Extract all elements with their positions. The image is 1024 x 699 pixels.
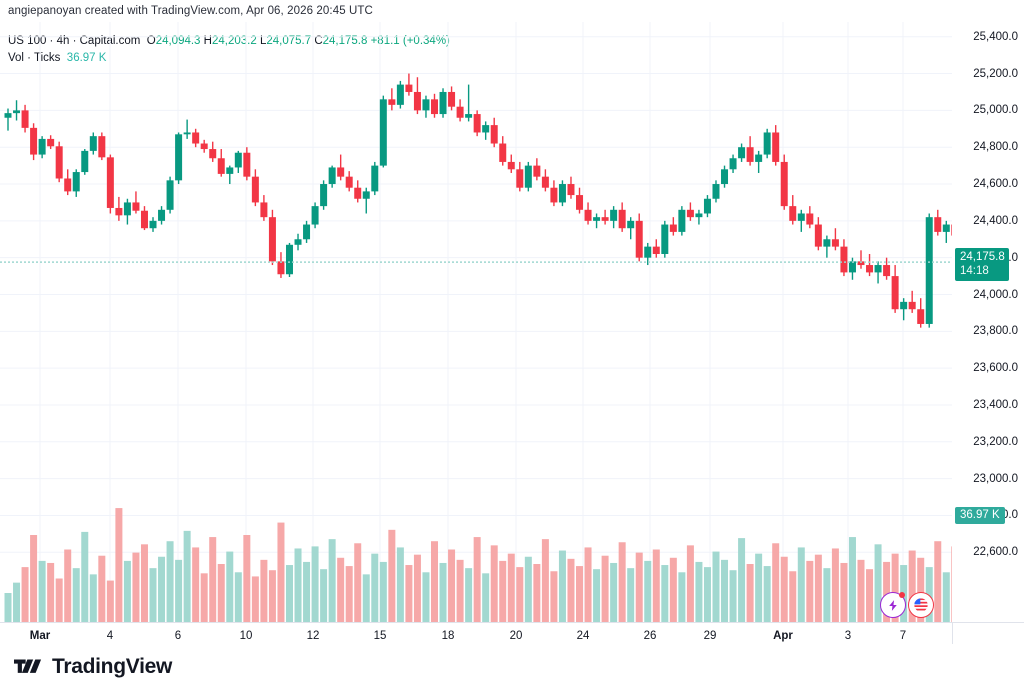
time-tick-label: 6 bbox=[174, 630, 182, 642]
legend-volume-label[interactable]: Vol · Ticks bbox=[8, 52, 61, 64]
volume-value-badge: 36.97 K bbox=[955, 507, 1005, 525]
legend-sep-1: · bbox=[46, 35, 57, 47]
price-tick-label: 23,400.0 bbox=[973, 398, 1018, 411]
legend-close-key: C bbox=[314, 35, 323, 47]
price-tick-label: 24,800.0 bbox=[973, 141, 1018, 154]
us-flag-icon[interactable] bbox=[908, 592, 934, 618]
legend-low-key: L bbox=[259, 35, 267, 47]
price-axis[interactable]: 25,400.0 25,200.0 25,000.0 24,800.0 24,600.0… bbox=[952, 22, 1024, 622]
tradingview-wordmark: TradingView bbox=[52, 655, 173, 678]
time-axis[interactable]: Mar 4 6 10 12 15 18 20 24 26 29 Apr 3 7 bbox=[0, 623, 952, 651]
time-tick-label: 3 bbox=[844, 630, 852, 642]
time-tick-label: 10 bbox=[239, 630, 253, 642]
price-tick-label: 24,000.0 bbox=[973, 288, 1018, 301]
time-tick-label: 24 bbox=[576, 630, 590, 642]
time-tick-label: 20 bbox=[509, 630, 523, 642]
time-tick-label: Mar bbox=[29, 630, 51, 642]
grid-lines bbox=[0, 22, 952, 622]
time-tick-label: Apr bbox=[773, 630, 793, 642]
time-tick-label: 26 bbox=[643, 630, 657, 642]
attribution-text: angiepanoyan created with TradingView.co… bbox=[8, 5, 373, 17]
price-tick-label: 22,600.0 bbox=[973, 546, 1018, 559]
legend-low-value: 24,075.7 bbox=[266, 35, 312, 47]
last-price-value: 24,175.8 bbox=[960, 251, 1005, 264]
legend-open-key: O bbox=[146, 35, 156, 47]
time-tick-label: 18 bbox=[441, 630, 455, 642]
price-tick-label: 25,000.0 bbox=[973, 104, 1018, 117]
legend-high-key: H bbox=[203, 35, 212, 47]
chart-plot-area[interactable] bbox=[0, 22, 952, 622]
legend-interval[interactable]: 4h bbox=[56, 35, 70, 47]
legend-symbol[interactable]: US 100 bbox=[8, 35, 47, 47]
time-tick-label: 4 bbox=[106, 630, 114, 642]
price-tick-label: 23,800.0 bbox=[973, 325, 1018, 338]
legend-sep-2: · bbox=[69, 35, 80, 47]
price-tick-label: 24,400.0 bbox=[973, 214, 1018, 227]
legend-close-value: 24,175.8 bbox=[322, 35, 368, 47]
time-tick-label: 29 bbox=[703, 630, 717, 642]
time-axis-divider bbox=[0, 622, 1024, 623]
legend-volume-value: 36.97 K bbox=[66, 52, 107, 64]
price-tick-label: 25,400.0 bbox=[973, 30, 1018, 43]
candlesticks bbox=[4, 73, 952, 328]
lightning-bolt-icon[interactable] bbox=[880, 592, 906, 618]
price-tick-label: 23,200.0 bbox=[973, 435, 1018, 448]
time-tick-label: 15 bbox=[373, 630, 387, 642]
legend-volume-row: Vol · Ticks 36.97 K bbox=[8, 50, 450, 67]
last-price-time: 14:18 bbox=[960, 265, 989, 278]
time-tick-label: 12 bbox=[306, 630, 320, 642]
price-tick-label: 25,200.0 bbox=[973, 67, 1018, 80]
price-tick-label: 23,000.0 bbox=[973, 472, 1018, 485]
legend-change: +81.1 (+0.34%) bbox=[370, 35, 450, 47]
price-tick-label: 24,600.0 bbox=[973, 178, 1018, 191]
tradingview-logo-icon bbox=[14, 659, 42, 673]
last-price-badge: 24,175.8 14:18 bbox=[955, 248, 1009, 282]
volume-bars bbox=[4, 508, 952, 622]
tradingview-logo[interactable]: TradingView bbox=[14, 655, 172, 679]
chart-corner-badges bbox=[880, 592, 940, 618]
candlestick-volume-svg bbox=[0, 22, 952, 622]
time-tick-label: 7 bbox=[899, 630, 907, 642]
price-tick-label: 23,600.0 bbox=[973, 362, 1018, 375]
bolt-alert-dot bbox=[899, 592, 905, 598]
